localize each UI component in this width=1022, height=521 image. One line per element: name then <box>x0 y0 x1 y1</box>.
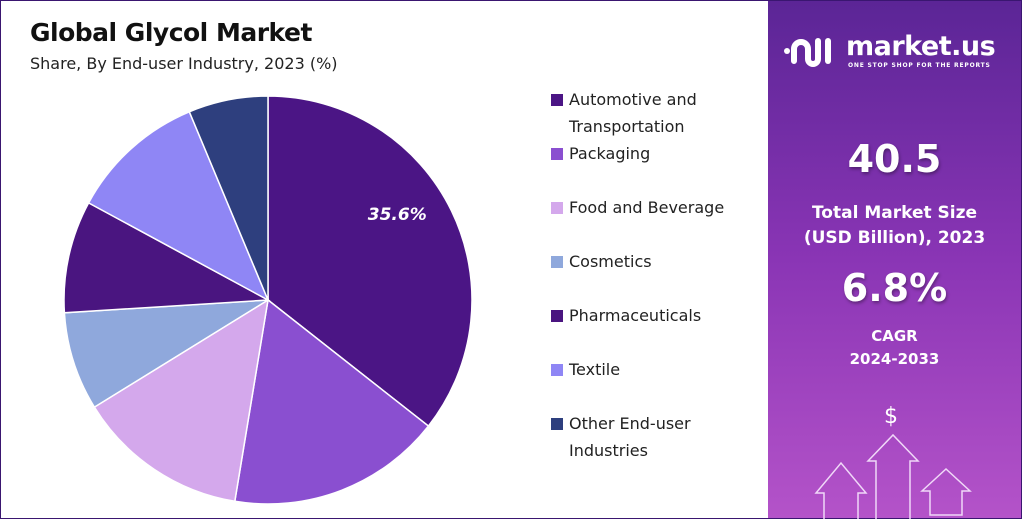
legend-item: Packaging <box>551 140 650 167</box>
data-label: 35.6% <box>368 205 427 225</box>
legend-label: Cosmetics <box>569 252 652 271</box>
brand-name: market.us <box>846 31 996 62</box>
pie-slice-cosmetics <box>63 299 269 409</box>
legend-item: Food and Beverage <box>551 194 724 221</box>
cagr-value: 6.8% <box>841 266 948 310</box>
pie-slice-packaging <box>233 298 430 505</box>
market-size-label-2: (USD Billion), 2023 <box>803 228 986 248</box>
chart-subtitle: Share, By End-user Industry, 2023 (%) <box>30 54 338 73</box>
legend-label: Textile <box>569 360 621 379</box>
brand-logo: market.us ONE STOP SHOP FOR THE REPORTS <box>782 31 1007 71</box>
legend-label: Other End-user Industries <box>569 414 691 460</box>
brand-tagline: ONE STOP SHOP FOR THE REPORTS <box>848 62 991 69</box>
cagr-period: 2024-2033 <box>849 350 940 368</box>
dollar-icon: $ <box>884 404 898 429</box>
legend-swatch <box>551 364 563 376</box>
legend-item: Pharmaceuticals <box>551 302 701 329</box>
legend-label: Automotive and Transportation <box>569 90 697 136</box>
growth-arrows-icon <box>814 433 972 519</box>
legend-swatch <box>551 418 563 430</box>
cagr-label: CAGR <box>871 327 918 345</box>
pie-slice-automotive-and-transportation <box>267 95 473 428</box>
market-size-label-1: Total Market Size <box>811 203 978 223</box>
legend-swatch <box>551 94 563 106</box>
info-panel: market.us ONE STOP SHOP FOR THE REPORTS … <box>768 1 1021 519</box>
legend-label: Packaging <box>569 144 651 163</box>
legend-label: Food and Beverage <box>569 198 725 217</box>
chart-title: Global Glycol Market <box>30 18 312 47</box>
market-size-value: 40.5 <box>847 137 942 181</box>
legend-swatch <box>551 148 563 160</box>
legend-item: Cosmetics <box>551 248 652 275</box>
legend-swatch <box>551 202 563 214</box>
pie-slice-other-end-user-industries <box>188 95 269 301</box>
pie-slice-textile <box>87 110 270 302</box>
pie-chart: 35.6% <box>63 95 473 505</box>
legend-item: Automotive and Transportation <box>551 86 697 140</box>
legend-label: Pharmaceuticals <box>569 306 702 325</box>
pie-slice-pharmaceuticals <box>63 201 271 314</box>
legend-swatch <box>551 310 563 322</box>
pie-slice-food-and-beverage <box>93 298 270 503</box>
legend-item: Other End-user Industries <box>551 410 691 464</box>
legend-item: Textile <box>551 356 620 383</box>
logo-icon <box>784 38 831 67</box>
legend-swatch <box>551 256 563 268</box>
